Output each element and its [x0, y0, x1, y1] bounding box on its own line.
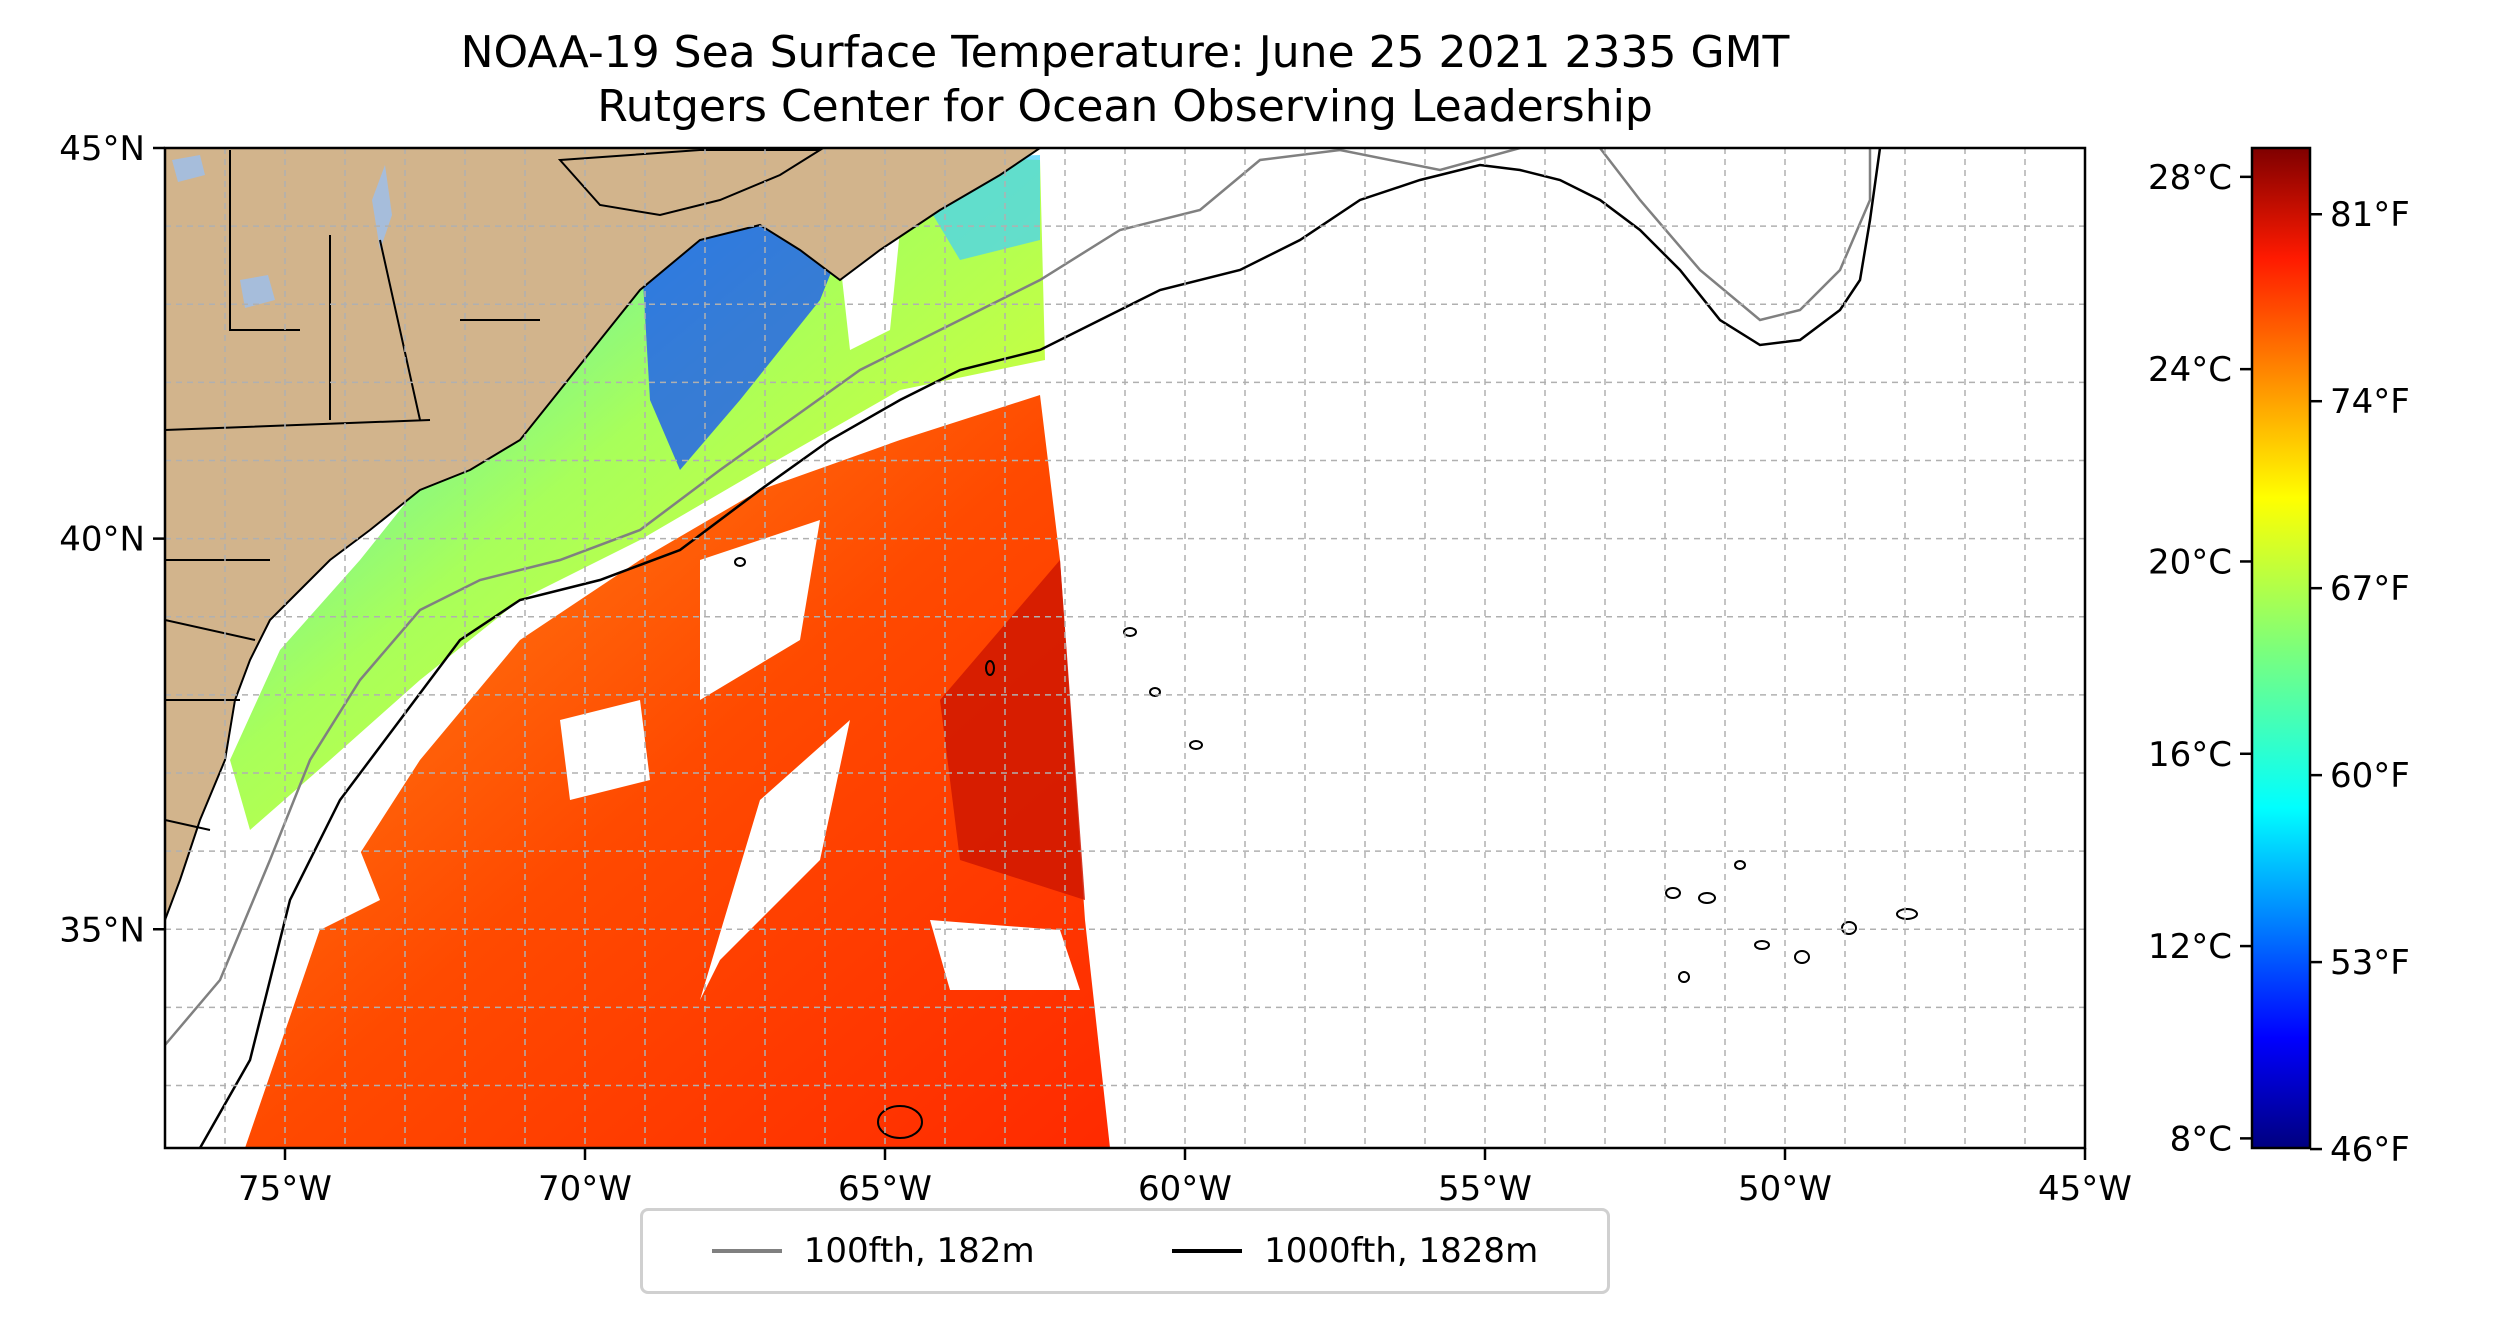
- colorbar-fahrenheit-label: 67°F: [2330, 569, 2410, 609]
- colorbar-fahrenheit-label: 46°F: [2330, 1130, 2410, 1170]
- legend-swatch-100fth: [711, 1249, 782, 1253]
- legend-label-1000fth: 1000fth, 1828m: [1264, 1231, 1539, 1271]
- colorbar-fahrenheit-label: 74°F: [2330, 382, 2410, 422]
- lon-tick-label: 45°W: [2038, 1169, 2132, 1209]
- colorbar-celsius-label: 24°C: [2148, 350, 2232, 390]
- map-title: NOAA-19 Sea Surface Temperature: June 25…: [460, 27, 1790, 78]
- lat-tick-label: 35°N: [59, 910, 145, 950]
- seamount-outlines: [734, 557, 1918, 1139]
- contour-1000fth: [198, 148, 1882, 1148]
- lon-tick-label: 60°W: [1138, 1169, 1232, 1209]
- land-layer: [165, 148, 1042, 921]
- colorbar-fahrenheit-label: 60°F: [2330, 756, 2410, 796]
- colorbar-celsius-label: 8°C: [2170, 1119, 2232, 1159]
- legend-swatch-1000fth: [1172, 1249, 1243, 1253]
- map-frame: [163, 146, 2087, 1150]
- lat-tick-label: 45°N: [59, 129, 145, 169]
- lat-tick-label: 40°N: [59, 520, 145, 560]
- map-gridlines: [165, 148, 2085, 1148]
- colorbar-celsius-label: 12°C: [2148, 927, 2232, 967]
- colorbar-fahrenheit-label: 81°F: [2330, 195, 2410, 235]
- legend-item-1000fth: 1000fth, 1828m: [1172, 1231, 1538, 1271]
- lon-tick-label: 70°W: [538, 1169, 632, 1209]
- colorbar-celsius-label: 28°C: [2148, 158, 2232, 198]
- map-legend: 100fth, 182m 1000fth, 1828m: [640, 1208, 1610, 1294]
- lon-tick-label: 50°W: [1738, 1169, 1832, 1209]
- lon-tick-label: 55°W: [1438, 1169, 1532, 1209]
- colorbar-ticks: 28°C 24°C 20°C 16°C 12°C 8°C 81°F 74°F 67°F 60°F 5…: [2148, 158, 2410, 1170]
- map-subtitle: Rutgers Center for Ocean Observing Leade…: [597, 81, 1653, 132]
- colorbar: [2250, 146, 2312, 1150]
- contour-100fth: [165, 148, 1872, 1046]
- colorbar-fahrenheit-label: 53°F: [2330, 943, 2410, 983]
- lon-tick-label: 75°W: [238, 1169, 332, 1209]
- map-axis-ticks: 75°W 70°W 65°W 60°W 55°W 50°W 45°W 45°N 40°N 35°N: [59, 129, 2132, 1209]
- lon-tick-label: 65°W: [838, 1169, 932, 1209]
- colorbar-celsius-label: 20°C: [2148, 542, 2232, 582]
- legend-item-100fth: 100fth, 182m: [711, 1231, 1035, 1271]
- colorbar-celsius-label: 16°C: [2148, 735, 2232, 775]
- legend-label-100fth: 100fth, 182m: [803, 1231, 1035, 1271]
